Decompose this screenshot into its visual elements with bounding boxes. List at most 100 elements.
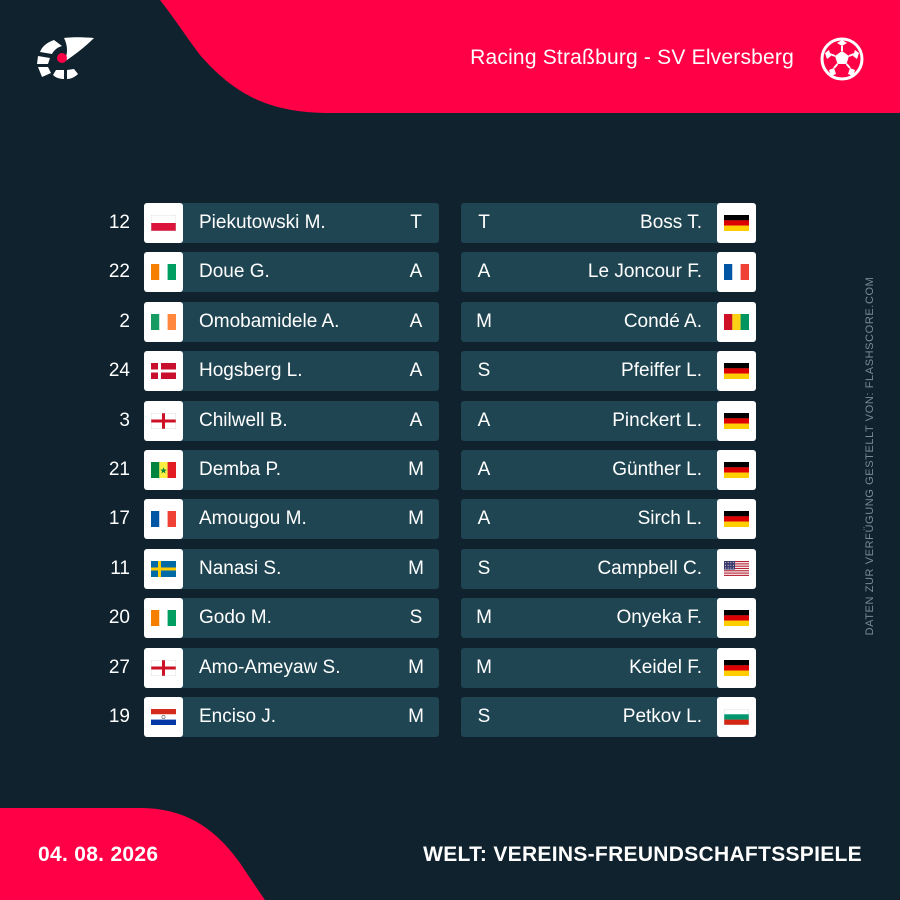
lineup-row: 21 Demba P. M A Günther L.	[0, 450, 900, 490]
lineup-row: 19 Enciso J. M S Petkov L.	[0, 697, 900, 737]
home-player-number: 2	[119, 311, 130, 332]
flag-guinea-icon	[724, 314, 749, 330]
home-player-number: 17	[108, 508, 130, 529]
header-background	[160, 0, 900, 113]
away-player-card[interactable]: M Keidel F.	[461, 648, 756, 688]
flag-germany-icon	[717, 648, 756, 688]
footer-left-background	[0, 808, 265, 900]
flag-germany-icon	[717, 499, 756, 539]
home-player-position: S	[409, 607, 423, 628]
away-player-card[interactable]: S Pfeiffer L.	[461, 351, 756, 391]
lineup-row: 11 Nanasi S. M S Campbell C.	[0, 549, 900, 589]
away-player-position: M	[476, 607, 492, 628]
football-icon	[820, 37, 864, 81]
away-player-card[interactable]: M Onyeka F.	[461, 598, 756, 638]
flag-england-icon	[144, 401, 183, 441]
away-player-name: Petkov L.	[622, 706, 702, 727]
flag-france-icon	[151, 511, 176, 527]
away-player-name: Keidel F.	[629, 657, 702, 678]
lineup-row: 20 Godo M. S M Onyeka F.	[0, 598, 900, 638]
flag-usa-icon	[724, 561, 749, 577]
flag-poland-icon	[144, 203, 183, 243]
flag-ivory-coast-icon	[144, 252, 183, 292]
home-player-position: A	[409, 410, 423, 431]
home-player-name: Enciso J.	[199, 706, 277, 727]
home-player-card[interactable]: Amougou M. M	[144, 499, 439, 539]
home-player-position: M	[408, 459, 424, 480]
home-player-number: 19	[108, 706, 130, 727]
flag-france-icon	[717, 252, 756, 292]
home-player-card[interactable]: Enciso J. M	[144, 697, 439, 737]
home-player-name: Nanasi S.	[199, 558, 282, 579]
home-player-card[interactable]: Demba P. M	[144, 450, 439, 490]
home-player-number: 27	[108, 657, 130, 678]
home-player-card[interactable]: Doue G. A	[144, 252, 439, 292]
home-player-number: 22	[108, 261, 130, 282]
away-player-position: A	[477, 508, 491, 529]
flashscore-logo-icon	[37, 37, 94, 79]
home-player-number: 21	[108, 459, 130, 480]
away-player-name: Campbell C.	[597, 558, 702, 579]
flag-germany-icon	[724, 363, 749, 379]
home-player-name: Godo M.	[199, 607, 272, 628]
flag-paraguay-icon	[144, 697, 183, 737]
flag-germany-icon	[724, 610, 749, 626]
away-player-position: S	[477, 360, 491, 381]
flag-germany-icon	[717, 401, 756, 441]
away-player-card[interactable]: A Günther L.	[461, 450, 756, 490]
away-player-name: Pinckert L.	[612, 410, 702, 431]
lineup-row: 17 Amougou M. M A Sirch L.	[0, 499, 900, 539]
away-player-position: A	[477, 459, 491, 480]
flag-england-icon	[144, 648, 183, 688]
flag-bulgaria-icon	[724, 709, 749, 725]
home-player-position: A	[409, 311, 423, 332]
away-player-card[interactable]: S Campbell C.	[461, 549, 756, 589]
home-player-card[interactable]: Omobamidele A. A	[144, 302, 439, 342]
home-player-position: T	[410, 212, 422, 233]
away-player-name: Onyeka F.	[616, 607, 702, 628]
away-player-name: Sirch L.	[637, 508, 702, 529]
away-player-position: M	[476, 657, 492, 678]
away-player-position: S	[477, 558, 491, 579]
home-player-card[interactable]: Godo M. S	[144, 598, 439, 638]
flag-denmark-icon	[151, 363, 176, 379]
home-player-number: 24	[108, 360, 130, 381]
flag-england-icon	[151, 660, 176, 676]
flag-germany-icon	[717, 203, 756, 243]
flag-paraguay-icon	[151, 709, 176, 725]
home-player-name: Chilwell B.	[199, 410, 288, 431]
flag-germany-icon	[724, 413, 749, 429]
home-player-position: A	[409, 261, 423, 282]
flag-sweden-icon	[144, 549, 183, 589]
away-player-card[interactable]: T Boss T.	[461, 203, 756, 243]
away-player-card[interactable]: M Condé A.	[461, 302, 756, 342]
flag-sweden-icon	[151, 561, 176, 577]
away-player-card[interactable]: S Petkov L.	[461, 697, 756, 737]
home-player-position: M	[408, 657, 424, 678]
flag-denmark-icon	[144, 351, 183, 391]
home-player-card[interactable]: Hogsberg L. A	[144, 351, 439, 391]
flag-bulgaria-icon	[717, 697, 756, 737]
flag-germany-icon	[724, 511, 749, 527]
home-player-card[interactable]: Piekutowski M. T	[144, 203, 439, 243]
home-player-name: Piekutowski M.	[199, 212, 326, 233]
home-player-card[interactable]: Amo-Ameyaw S. M	[144, 648, 439, 688]
away-player-card[interactable]: A Pinckert L.	[461, 401, 756, 441]
flag-ivory-coast-icon	[151, 264, 176, 280]
flag-england-icon	[151, 413, 176, 429]
home-player-card[interactable]: Nanasi S. M	[144, 549, 439, 589]
match-title: Racing Straßburg - SV Elversberg	[470, 46, 794, 69]
away-player-card[interactable]: A Le Joncour F.	[461, 252, 756, 292]
flag-senegal-icon	[144, 450, 183, 490]
flag-guinea-icon	[717, 302, 756, 342]
flag-germany-icon	[724, 462, 749, 478]
flag-poland-icon	[151, 215, 176, 231]
away-player-card[interactable]: A Sirch L.	[461, 499, 756, 539]
away-player-name: Condé A.	[623, 311, 702, 332]
lineup-row: 3 Chilwell B. A A Pinckert L.	[0, 401, 900, 441]
home-player-position: M	[408, 706, 424, 727]
home-player-card[interactable]: Chilwell B. A	[144, 401, 439, 441]
lineup-row: 22 Doue G. A A Le Joncour F.	[0, 252, 900, 292]
home-player-name: Doue G.	[199, 261, 270, 282]
home-player-number: 12	[108, 212, 130, 233]
